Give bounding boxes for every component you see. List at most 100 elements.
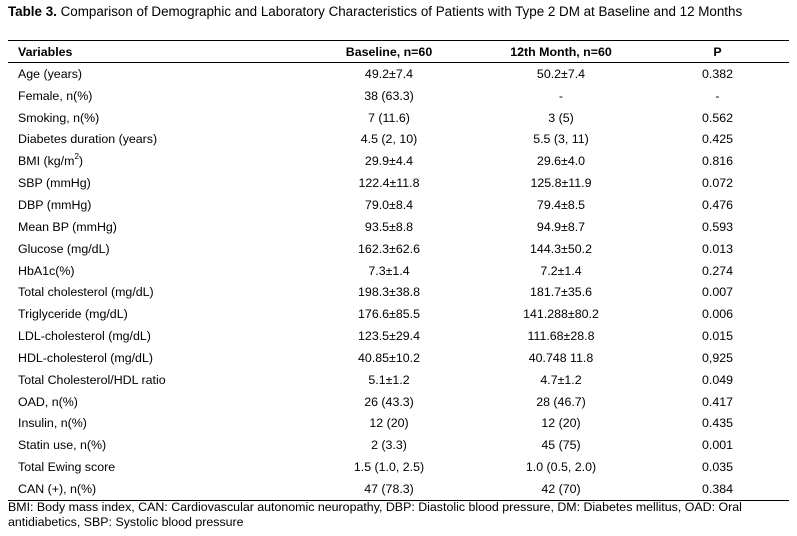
cell-variable: HbA1c(%) — [8, 260, 302, 282]
cell-variable: Statin use, n(%) — [8, 434, 302, 456]
table-row: Mean BP (mmHg) 93.5±8.8 94.9±8.7 0.593 — [8, 216, 789, 238]
table-row: SBP (mmHg) 122.4±11.8 125.8±11.9 0.072 — [8, 172, 789, 194]
cell-12th-month: 125.8±11.9 — [530, 176, 592, 191]
cell-p-value: 0.013 — [701, 241, 733, 256]
table-footnote: BMI: Body mass index, CAN: Cardiovascula… — [8, 500, 742, 529]
table-row: DBP (mmHg) 79.0±8.4 79.4±8.5 0.476 — [8, 194, 789, 216]
cell-p-value: - — [715, 88, 720, 103]
cell-p-value: 0.435 — [701, 416, 733, 431]
cell-variable: SBP (mmHg) — [8, 172, 302, 194]
cell-p-value: 0.593 — [701, 219, 733, 234]
cell-p-value: 0.049 — [701, 372, 733, 387]
cell-p-value: 0.562 — [701, 110, 733, 125]
cell-variable: BMI (kg/m2) — [8, 150, 302, 172]
cell-variable: OAD, n(%) — [8, 391, 302, 413]
cell-variable: Female, n(%) — [8, 85, 302, 107]
cell-baseline: 1.5 (1.0, 2.5) — [353, 460, 425, 475]
table-row: Total cholesterol (mg/dL) 198.3±38.8 181.7… — [8, 281, 789, 303]
cell-p-value: 0.417 — [701, 394, 733, 409]
header-variables: Variables — [8, 40, 302, 63]
cell-12th-month: 5.5 (3, 11) — [533, 132, 589, 147]
cell-12th-month: 141.288±80.2 — [523, 307, 599, 322]
table-caption: Table 3. Comparison of Demographic and L… — [8, 4, 790, 20]
table-row: Age (years) 49.2±7.4 50.2±7.4 0.382 — [8, 63, 789, 85]
cell-baseline: 38 (63.3) — [364, 88, 414, 103]
cell-variable: Total Cholesterol/HDL ratio — [8, 369, 302, 391]
variable-name: Total cholesterol (mg/dL) — [18, 285, 154, 300]
table-row: Total Cholesterol/HDL ratio 5.1±1.2 4.7±1.… — [8, 369, 789, 391]
cell-baseline: 162.3±62.6 — [358, 241, 420, 256]
variable-name: Triglyceride (mg/dL) — [18, 307, 128, 322]
variable-name: LDL-cholesterol (mg/dL) — [18, 329, 151, 344]
table-row: OAD, n(%) 26 (43.3) 28 (46.7) 0.417 — [8, 391, 789, 413]
cell-baseline: 7 (11.6) — [368, 110, 410, 125]
cell-baseline: 26 (43.3) — [364, 394, 414, 409]
cell-12th-month: 45 (75) — [541, 438, 581, 453]
cell-12th-month: 3 (5) — [548, 110, 574, 125]
table-row: Insulin, n(%) 12 (20) 12 (20) 0.435 — [8, 413, 789, 435]
variable-name: DBP (mmHg) — [18, 197, 92, 212]
cell-baseline: 123.5±29.4 — [358, 329, 420, 344]
cell-12th-month: 42 (70) — [476, 478, 646, 501]
cell-p-value: 0.035 — [701, 460, 733, 475]
cell-12th-month: 12 (20) — [541, 416, 581, 431]
table-row: Diabetes duration (years) 4.5 (2, 10) 5.5 … — [8, 129, 789, 151]
variable-name: BMI (kg/m — [18, 154, 75, 169]
table-row: Triglyceride (mg/dL) 176.6±85.5 141.288±80… — [8, 303, 789, 325]
cell-baseline: 2 (3.3) — [371, 438, 407, 453]
table-row: Smoking, n(%) 7 (11.6) 3 (5) 0.562 — [8, 107, 789, 129]
cell-baseline: 122.4±11.8 — [358, 176, 420, 191]
cell-variable: Insulin, n(%) — [8, 413, 302, 435]
variable-name: Total Cholesterol/HDL ratio — [18, 372, 166, 387]
variable-name: OAD, n(%) — [18, 394, 78, 409]
variable-name: SBP (mmHg) — [18, 176, 91, 191]
cell-baseline: 47 (78.3) — [302, 478, 476, 501]
cell-12th-month: 40.748 11.8 — [528, 350, 594, 365]
cell-variable: Total cholesterol (mg/dL) — [8, 281, 302, 303]
cell-baseline: 5.1±1.2 — [368, 372, 410, 387]
cell-variable: Mean BP (mmHg) — [8, 216, 302, 238]
cell-12th-month: 181.7±35.6 — [530, 285, 592, 300]
cell-variable: HDL-cholesterol (mg/dL) — [8, 347, 302, 369]
cell-variable: Total Ewing score — [8, 456, 302, 478]
cell-baseline: 4.5 (2, 10) — [360, 132, 418, 147]
table-row: Glucose (mg/dL) 162.3±62.6 144.3±50.2 0.013 — [8, 238, 789, 260]
variable-name: Female, n(%) — [18, 88, 93, 103]
cell-variable: Smoking, n(%) — [8, 107, 302, 129]
cell-baseline: 79.0±8.4 — [364, 197, 414, 212]
table-title: Comparison of Demographic and Laboratory… — [60, 4, 743, 19]
cell-variable: Age (years) — [8, 63, 302, 85]
cell-p-value: 0.384 — [646, 478, 789, 501]
table-row: CAN (+), n(%) 47 (78.3) 42 (70) 0.384 — [8, 478, 789, 501]
cell-p-value: 0.816 — [701, 154, 733, 169]
variable-name: Age (years) — [18, 66, 83, 81]
variable-name: Smoking, n(%) — [18, 110, 100, 125]
cell-p-value: 0.425 — [701, 132, 733, 147]
variable-name: Diabetes duration (years) — [18, 132, 158, 147]
variable-name: Statin use, n(%) — [18, 438, 107, 453]
cell-12th-month: 1.0 (0.5, 2.0) — [525, 460, 597, 475]
cell-p-value: 0.015 — [701, 329, 733, 344]
cell-12th-month: 7.2±1.4 — [540, 263, 582, 278]
cell-12th-month: 4.7±1.2 — [540, 372, 582, 387]
cell-variable: Diabetes duration (years) — [8, 129, 302, 151]
table-row: Total Ewing score 1.5 (1.0, 2.5) 1.0 (0.5,… — [8, 456, 789, 478]
table-row: Statin use, n(%) 2 (3.3) 45 (75) 0.001 — [8, 434, 789, 456]
header-row: Variables Baseline, n=60 12th Month, n=6… — [8, 40, 789, 63]
table-body: Age (years) 49.2±7.4 50.2±7.4 0.382 Female, … — [8, 63, 789, 501]
table-row: BMI (kg/m2) 29.9±4.4 29.6±4.0 0.816 — [8, 150, 789, 172]
table-row: HDL-cholesterol (mg/dL) 40.85±10.2 40.748 … — [8, 347, 789, 369]
cell-baseline: 93.5±8.8 — [364, 219, 414, 234]
cell-variable: CAN (+), n(%) — [8, 478, 302, 501]
variable-name: HbA1c(%) — [18, 263, 75, 278]
cell-12th-month: 111.68±28.8 — [527, 329, 595, 344]
cell-p-value: 0.007 — [701, 285, 733, 300]
cell-p-value: 0.001 — [701, 438, 733, 453]
cell-p-value: 0,925 — [701, 350, 733, 365]
cell-baseline: 49.2±7.4 — [364, 66, 414, 81]
table-header: Variables Baseline, n=60 12th Month, n=6… — [8, 40, 789, 63]
cell-baseline: 29.9±4.4 — [364, 154, 414, 169]
cell-baseline: 7.3±1.4 — [368, 263, 410, 278]
cell-variable: Triglyceride (mg/dL) — [8, 303, 302, 325]
variable-name: HDL-cholesterol (mg/dL) — [18, 350, 153, 365]
